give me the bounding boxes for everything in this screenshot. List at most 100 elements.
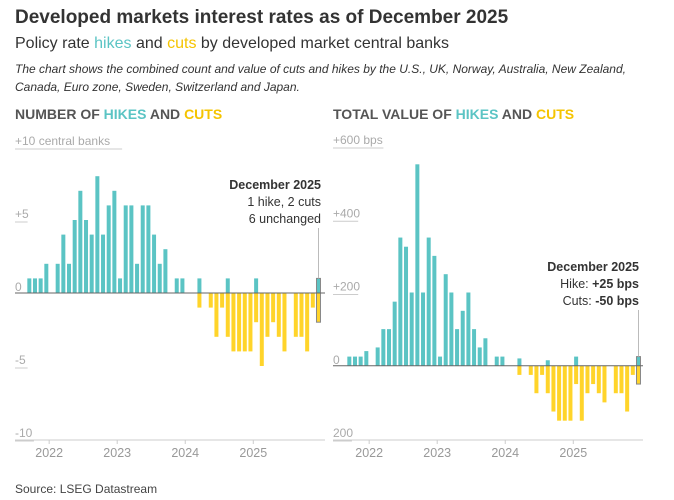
cut-bar [225, 293, 230, 337]
hike-bar [375, 347, 380, 366]
y-tick-label: +400 [333, 206, 360, 220]
hike-bar [38, 278, 43, 293]
header-cuts: CUTS [184, 106, 223, 122]
cut-bar [625, 365, 630, 412]
hike-bar [129, 205, 134, 293]
cut-bar [237, 293, 242, 352]
y-tick-label: +200 [333, 280, 360, 294]
y-tick-label: +5 [15, 207, 29, 221]
hike-bar [316, 278, 321, 293]
cut-bar [282, 293, 287, 352]
hike-bar [636, 356, 641, 366]
y-tick-label: 200 [333, 426, 353, 440]
cut-bar [545, 365, 550, 394]
hike-bar [254, 278, 259, 293]
cut-bar [579, 365, 584, 421]
right-chart-header: TOTAL VALUE OF HIKES AND CUTS [333, 106, 574, 122]
cut-bar [248, 293, 253, 352]
subtitle-prefix: Policy rate [15, 35, 95, 52]
hike-label: Hike: [560, 277, 593, 291]
hike-bar [415, 164, 420, 366]
x-tick-label: 2025 [239, 446, 267, 460]
annotation-cuts: Cuts: -50 bps [547, 293, 639, 310]
cut-bar [305, 293, 310, 352]
hike-bar [466, 292, 471, 366]
hike-bar [574, 356, 579, 366]
hike-bar [84, 220, 89, 293]
cut-bar [197, 293, 202, 308]
hike-bar [494, 356, 499, 366]
hike-bar [472, 329, 477, 366]
subtitle-cuts: cuts [167, 35, 197, 52]
hike-bar [449, 292, 454, 366]
hike-bar [500, 356, 505, 366]
hike-bar [146, 205, 151, 293]
hike-bar [197, 278, 202, 293]
header-and: AND [498, 106, 537, 122]
chart-subtitle: Policy rate hikes and cuts by developed … [15, 35, 449, 53]
x-tick-label: 2022 [35, 446, 63, 460]
subtitle-suffix: by developed market central banks [196, 35, 450, 52]
cut-bar [568, 365, 573, 421]
hike-bar [180, 278, 185, 293]
x-tick-label: 2024 [171, 446, 199, 460]
hike-bar [358, 356, 363, 366]
hike-bar [67, 263, 72, 293]
cut-bar [540, 365, 545, 375]
cut-bar [242, 293, 247, 352]
header-hikes: HIKES [103, 106, 147, 122]
header-prefix: TOTAL VALUE OF [333, 106, 456, 122]
chart-title: Developed markets interest rates as of D… [15, 7, 509, 28]
cut-bar [596, 365, 601, 394]
cut-bar [636, 365, 641, 385]
cut-bar [602, 365, 607, 403]
left-chart-header: NUMBER OF HIKES AND CUTS [15, 106, 222, 122]
cut-bar [591, 365, 596, 385]
annotation-line1: 1 hike, 2 cuts [247, 195, 321, 209]
hike-bar [89, 234, 94, 293]
hike-bar [157, 263, 162, 293]
hike-bar [225, 278, 230, 293]
y-tick-label: -10 [15, 426, 33, 440]
y-tick-label: +10 central banks [15, 134, 110, 148]
hike-bar [27, 278, 32, 293]
cut-bar [254, 293, 259, 323]
cut-bar [293, 293, 298, 337]
hike-bar [123, 205, 128, 293]
right-annotation: December 2025 Hike: +25 bps Cuts: -50 bp… [547, 259, 639, 310]
hike-bar [460, 310, 465, 366]
hike-bar [352, 356, 357, 366]
cut-bar [574, 365, 579, 385]
cut-bar [613, 365, 618, 394]
header-prefix: NUMBER OF [15, 106, 104, 122]
subtitle-and: and [131, 35, 168, 52]
cut-bar [551, 365, 556, 412]
left-annotation: December 2025 1 hike, 2 cuts 6 unchanged [229, 177, 321, 228]
cut-bar [231, 293, 236, 352]
hike-bar [455, 329, 460, 366]
cut-label: Cuts: [562, 294, 596, 308]
cut-bar [619, 365, 624, 394]
hike-bar [118, 278, 123, 293]
hike-bar [347, 356, 352, 366]
hike-bar [174, 278, 179, 293]
hike-bar [364, 351, 369, 366]
x-tick-label: 2025 [559, 446, 587, 460]
chart-note: The chart shows the combined count and v… [15, 62, 626, 94]
hike-bar [545, 360, 550, 366]
hike-bar [101, 234, 106, 293]
hike-bar [95, 176, 100, 293]
header-cuts: CUTS [536, 106, 575, 122]
cut-value: -50 bps [595, 294, 639, 308]
hike-bar [438, 356, 443, 366]
hike-bar [32, 278, 37, 293]
hike-bar [483, 338, 488, 366]
hike-bar [421, 292, 426, 366]
annotation-title: December 2025 [547, 260, 639, 274]
cut-bar [220, 293, 225, 308]
cut-bar [557, 365, 562, 421]
y-tick-label: +600 bps [333, 133, 383, 147]
cut-bar [214, 293, 219, 337]
header-and: AND [146, 106, 185, 122]
